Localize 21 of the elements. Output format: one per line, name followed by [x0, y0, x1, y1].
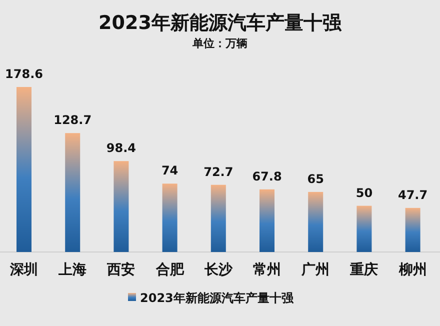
data-label: 50	[356, 186, 373, 200]
data-label: 128.7	[54, 113, 92, 128]
data-label: 47.7	[398, 188, 428, 202]
data-label: 178.6	[5, 67, 43, 81]
x-tick-label: 西安	[107, 262, 136, 278]
x-tick-label: 上海	[58, 262, 87, 278]
x-tick-label: 重庆	[350, 262, 378, 278]
subtitle: 单位：万辆	[192, 37, 248, 50]
x-tick-label: 广州	[302, 262, 330, 278]
data-label: 72.7	[204, 164, 234, 179]
x-tick-label: 深圳	[10, 262, 38, 278]
data-label: 74	[161, 164, 178, 178]
x-tick-label: 合肥	[156, 262, 184, 278]
data-label: 98.4	[106, 141, 136, 156]
x-tick-label: 常州	[253, 262, 281, 278]
title: 2023年新能源汽车产量十强	[98, 12, 342, 34]
data-label: 65	[307, 172, 324, 186]
legend-label: 2023年新能源汽车产量十强	[140, 291, 294, 305]
x-tick-label: 柳州	[398, 262, 427, 278]
data-label: 67.8	[252, 169, 282, 184]
x-tick-label: 长沙	[204, 262, 232, 278]
